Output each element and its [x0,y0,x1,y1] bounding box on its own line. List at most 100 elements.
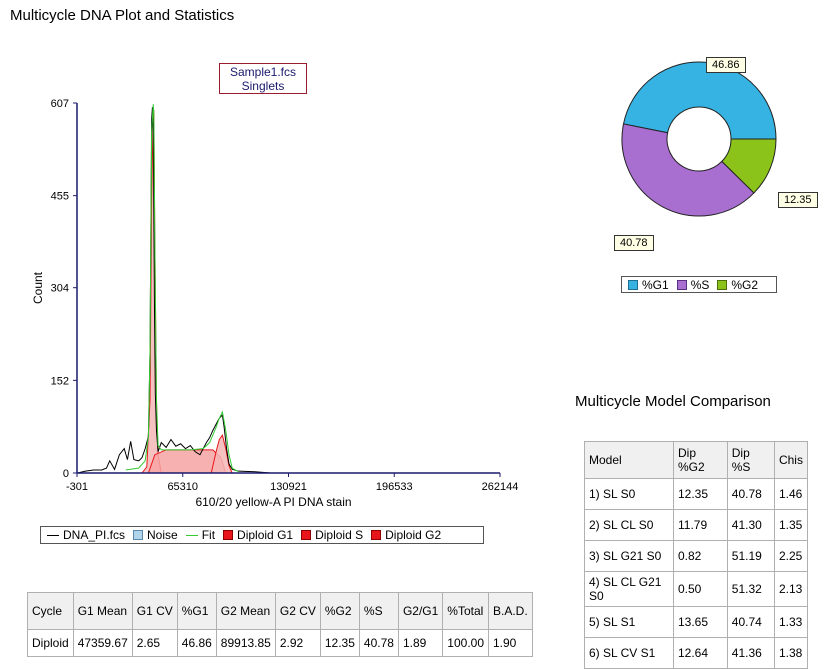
x-tick-label: 130921 [270,481,307,493]
table-cell: 6) SL CV S1 [584,637,674,669]
column-header: G2 Mean [215,592,276,630]
table-row: 6) SL CV S1 12.64 41.36 1.38 [584,637,809,669]
sample-gate-name: Singlets [241,79,285,93]
column-header: G1 Mean [72,592,133,630]
table-cell: 1.38 [773,637,809,669]
column-header: %G1 [176,592,217,630]
series-dna-pi-fcs [77,107,271,474]
table-row: 5) SL S1 13.65 40.74 1.33 [584,606,809,638]
table-cell: 12.35 [673,478,728,510]
table-cell: 2.65 [131,629,178,657]
legend-item-noise: Noise [133,528,178,542]
y-tick-label: 152 [51,375,69,387]
y-tick-label: 304 [51,283,69,295]
table-header-row: Cycle G1 Mean G1 CV %G1 G2 Mean G2 CV %G2 %S G2/… [27,592,533,630]
table-cell: 51.32 [726,571,775,607]
donut-label-s: 40.78 [614,235,654,251]
series-fit [125,104,239,473]
table-cell: 5) SL S1 [584,606,674,638]
fill-diploid-g2 [210,434,233,474]
legend-item-dna: DNA_PI.fcs [47,528,125,542]
x-axis-label: 610/20 yellow-A PI DNA stain [195,495,351,509]
donut-legend-s: %S [676,278,709,292]
donut-slice-s [621,123,755,217]
x-tick-label: -301 [66,481,88,493]
table-cell: 3) SL G21 S0 [584,540,674,572]
column-header: Cycle [27,592,74,630]
table-cell: 89913.85 [215,629,276,657]
table-cell: 12.64 [673,637,728,669]
table-cell: 1.89 [397,629,444,657]
donut-legend: %G1 %S %G2 [621,276,777,293]
table-cell: 11.79 [673,509,728,541]
y-axis-label: Count [31,271,45,304]
table-row: 2) SL CL S0 11.79 41.30 1.35 [584,509,809,541]
x-tick-label: 196533 [376,481,413,493]
table-cell: 0.82 [673,540,728,572]
column-header: Model [584,441,674,479]
table-cell: 1) SL S0 [584,478,674,510]
legend-item-diploid-g2: Diploid G2 [371,528,441,542]
table-cell: 1.90 [488,629,533,657]
table-cell: 2.13 [773,571,809,607]
table-cell: 46.86 [176,629,217,657]
y-tick-label: 0 [63,468,69,480]
table-cell: 100.00 [442,629,489,657]
cycle-statistics-table: Cycle G1 Mean G1 CV %G1 G2 Mean G2 CV %G2 %S G2/… [27,592,533,657]
column-header: Chis [773,441,809,479]
column-header: G2 CV [274,592,321,630]
table-cell: 1.46 [773,478,809,510]
donut-slice-g1 [622,61,777,140]
donut-label-g1: 46.86 [706,57,746,73]
sample-label-box: Sample1.fcs Singlets [219,63,307,94]
table-cell: 40.78 [726,478,775,510]
table-cell: 13.65 [673,606,728,638]
table-cell: 2.92 [274,629,321,657]
sample-file-name: Sample1.fcs [229,65,297,79]
donut-label-g2: 12.35 [778,192,818,208]
table-header-row: Model Dip %G2 Dip %S Chis [584,441,809,479]
table-cell: 1.33 [773,606,809,638]
y-tick-label: 455 [51,191,69,203]
donut-legend-g2: %G2 [717,278,758,292]
column-header: B.A.D. [488,592,533,630]
page-title: Multicycle DNA Plot and Statistics [10,7,235,24]
table-cell: 40.78 [358,629,399,657]
table-cell: 1.35 [773,509,809,541]
x-tick-label: 262144 [482,481,519,493]
table-cell: 47359.67 [72,629,133,657]
column-header: %G2 [319,592,360,630]
column-header: %S [358,592,399,630]
legend-item-diploid-g1: Diploid G1 [223,528,293,542]
y-tick-label: 607 [51,98,69,110]
legend-item-diploid-s: Diploid S [301,528,363,542]
column-header: Dip %G2 [673,441,728,479]
table-row: Diploid 47359.67 2.65 46.86 89913.85 2.92 12.3… [27,629,533,657]
table-cell: 0.50 [673,571,728,607]
table-cell: 51.19 [726,540,775,572]
table-cell: 4) SL CL G21 S0 [584,571,674,607]
table-cell: 41.30 [726,509,775,541]
table-cell: 41.36 [726,637,775,669]
phase-donut-chart [621,61,777,217]
donut-legend-g1: %G1 [628,278,669,292]
model-comparison-title: Multicycle Model Comparison [575,393,771,410]
donut-slice-g2 [721,138,777,194]
table-cell: 2) SL CL S0 [584,509,674,541]
table-cell: 12.35 [319,629,360,657]
column-header: G1 CV [131,592,178,630]
model-comparison-table: Model Dip %G2 Dip %S Chis 1) SL S0 12.35 4… [584,441,809,669]
table-row: 3) SL G21 S0 0.82 51.19 2.25 [584,540,809,572]
table-cell: Diploid [27,629,74,657]
histogram-legend: DNA_PI.fcs Noise Fit Diploid G1 Diploid … [40,526,484,544]
column-header: %Total [442,592,489,630]
x-tick-label: 65310 [167,481,198,493]
column-header: G2/G1 [397,592,444,630]
table-cell: 40.74 [726,606,775,638]
table-row: 4) SL CL G21 S0 0.50 51.32 2.13 [584,571,809,607]
table-row: 1) SL S0 12.35 40.78 1.46 [584,478,809,510]
histogram-chart: 0 152 304 455 607 -301 65310 130921 196533 262144… [31,98,519,509]
table-cell: 2.25 [773,540,809,572]
legend-item-fit: Fit [185,528,215,542]
column-header: Dip %S [726,441,775,479]
